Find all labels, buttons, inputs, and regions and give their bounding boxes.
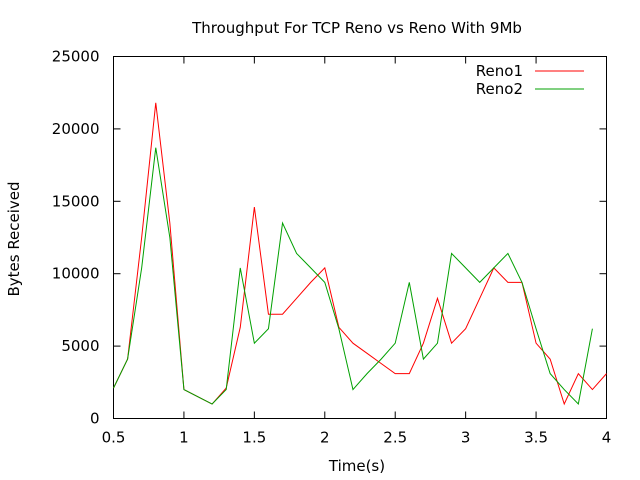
series-layer — [113, 102, 607, 406]
plot-frame — [113, 56, 607, 419]
x-tick-label: 1.5 — [242, 429, 266, 447]
x-tick-label: 4 — [602, 429, 612, 447]
legend-label-reno1: Reno1 — [476, 62, 523, 80]
x-tick-label: 2.5 — [383, 429, 407, 447]
x-tick-label: 1 — [179, 429, 189, 447]
x-axis-label: Time(s) — [328, 457, 385, 475]
y-tick-label: 20000 — [52, 120, 100, 138]
y-tick-label: 10000 — [52, 265, 100, 283]
x-tick-label: 3 — [461, 429, 471, 447]
y-tick-label: 0 — [90, 410, 100, 428]
y-axis-label: Bytes Received — [5, 181, 23, 296]
y-tick-label: 15000 — [52, 192, 100, 210]
y-tick-label: 25000 — [52, 48, 100, 66]
y-tick-label: 5000 — [61, 337, 99, 355]
chart-title: Throughput For TCP Reno vs Reno With 9Mb — [191, 19, 522, 37]
series-line-reno1 — [113, 102, 607, 406]
series-line-reno2 — [113, 147, 593, 406]
x-tick-label: 0.5 — [102, 429, 126, 447]
y-axis: 0 5000 10000 15000 20000 25000 — [52, 48, 607, 428]
x-tick-label: 3.5 — [524, 429, 548, 447]
x-axis: 0.5 1 1.5 2 2.5 3 3.5 4 — [102, 56, 612, 447]
legend-label-reno2: Reno2 — [476, 80, 523, 98]
x-tick-label: 2 — [320, 429, 330, 447]
